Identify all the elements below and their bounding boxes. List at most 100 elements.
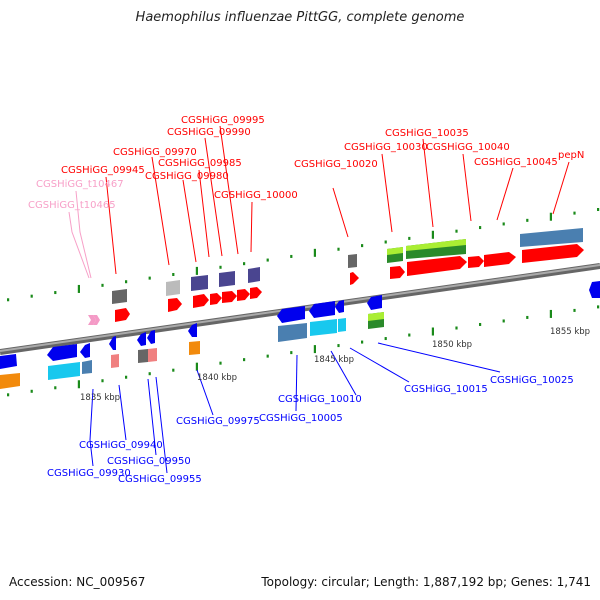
minor-tick [172,368,175,372]
gene-label[interactable]: CGSHiGG_09950 [107,456,191,467]
major-tick [77,284,80,293]
gene-box-lightgray[interactable] [166,280,180,296]
minor-tick [266,354,269,358]
minor-tick [502,319,505,323]
minor-tick [101,379,104,383]
gene-label[interactable]: CGSHiGG_10025 [490,375,574,386]
major-tick [431,327,434,336]
reverse-gene-arrows[interactable] [0,281,600,369]
tick-label: 1835 kbp [80,393,120,403]
gene-label[interactable]: CGSHiGG_09975 [176,416,260,427]
gene-label[interactable]: CGSHiGG_t10467 [36,179,124,190]
minor-tick [125,280,128,284]
gene-box-cyan[interactable] [310,319,337,336]
gene-label[interactable]: CGSHiGG_09980 [145,171,229,182]
tick-labels: 1835 kbp 1840 kbp 1845 kbp 1850 kbp 1855… [80,327,590,403]
gene-box-purple[interactable] [248,267,260,283]
minor-tick [54,386,57,390]
minor-tick [408,236,411,240]
gene-box-steelblue[interactable] [520,228,583,247]
tick-label: 1855 kbp [550,327,590,337]
major-tick [431,230,434,239]
minor-tick [290,351,293,355]
gene-box-pink[interactable] [148,348,157,362]
minor-tick [597,208,600,212]
gene-box-orange[interactable] [0,373,20,389]
gene-label[interactable]: CGSHiGG_t10465 [28,200,116,211]
gene-label[interactable]: CGSHiGG_10020 [294,159,378,170]
minor-tick [7,393,10,397]
minor-tick [384,240,387,244]
minor-tick [266,258,269,262]
forward-gene-arrows[interactable] [115,244,584,322]
gene-box-cyan[interactable] [48,362,80,380]
gene-label[interactable]: pepN [558,150,584,161]
gene-box-cyan[interactable] [338,318,346,332]
major-tick [549,309,552,318]
minor-tick [597,305,600,309]
tick-label: 1840 kbp [197,373,237,383]
gene-label[interactable]: CGSHiGG_10030 [344,142,428,153]
minor-tick [455,326,458,330]
forward-leader-lines [105,125,570,275]
major-tick [313,248,316,257]
minor-tick [290,254,293,258]
minor-tick [337,344,340,348]
minor-tick [101,283,104,287]
reverse-leader-lines [89,342,501,474]
major-tick [549,212,552,221]
gene-box-gray[interactable] [138,349,148,363]
gene-box-steelblue[interactable] [82,360,92,374]
gene-box-green-top [368,312,384,321]
trna-arrows[interactable] [88,315,100,325]
minor-tick [384,337,387,341]
minor-tick [337,247,340,251]
gene-label[interactable]: CGSHiGG_10045 [474,157,558,168]
gene-box-green-top [406,239,466,251]
gene-label[interactable]: CGSHiGG_09995 [181,115,265,126]
reverse-genes [0,281,600,389]
gene-label[interactable]: CGSHiGG_10040 [426,142,510,153]
gene-label[interactable]: CGSHiGG_09970 [113,147,197,158]
gene-label[interactable]: CGSHiGG_10005 [259,413,343,424]
trna-leader-lines [68,190,92,279]
major-tick [77,380,80,389]
gene-box-purple[interactable] [191,275,208,291]
gene-label[interactable]: CGSHiGG_09985 [158,158,242,169]
major-tick [313,345,316,354]
minor-tick [148,372,151,376]
tick-label: 1845 kbp [314,355,354,365]
minor-tick [172,273,175,277]
minor-tick [479,322,482,326]
gene-box-pink[interactable] [111,354,119,368]
gene-label[interactable]: CGSHiGG_09990 [167,127,251,138]
tick-label: 1850 kbp [432,340,472,350]
minor-tick [243,358,246,362]
minor-tick [30,389,33,393]
gene-label[interactable]: CGSHiGG_10010 [278,394,362,405]
gene-box-gray[interactable] [112,289,127,304]
minor-tick [526,315,529,319]
gene-box-steelblue[interactable] [278,323,307,342]
major-tick [195,266,198,275]
gene-box-purple[interactable] [219,271,235,287]
minor-tick [573,308,576,312]
gene-box-orange[interactable] [189,341,200,355]
gene-label[interactable]: CGSHiGG_09955 [118,474,202,485]
minor-tick [148,276,151,280]
gene-label[interactable]: CGSHiGG_09945 [61,165,145,176]
forward-gene-labels: CGSHiGG_09995 CGSHiGG_09990 CGSHiGG_0997… [61,115,584,201]
minor-tick [408,333,411,337]
gene-label[interactable]: CGSHiGG_10000 [214,190,298,201]
gene-label[interactable]: CGSHiGG_10035 [385,128,469,139]
gene-label[interactable]: CGSHiGG_10015 [404,384,488,395]
gene-label[interactable]: CGSHiGG_09930 [47,468,131,479]
forward-genes [88,228,584,325]
minor-tick [455,229,458,233]
gene-box-gray[interactable] [348,254,357,268]
minor-tick [30,294,33,298]
gene-label[interactable]: CGSHiGG_09940 [79,440,163,451]
tick-marks [7,208,600,397]
genome-summary-text: Topology: circular; Length: 1,887,192 bp… [261,575,591,589]
